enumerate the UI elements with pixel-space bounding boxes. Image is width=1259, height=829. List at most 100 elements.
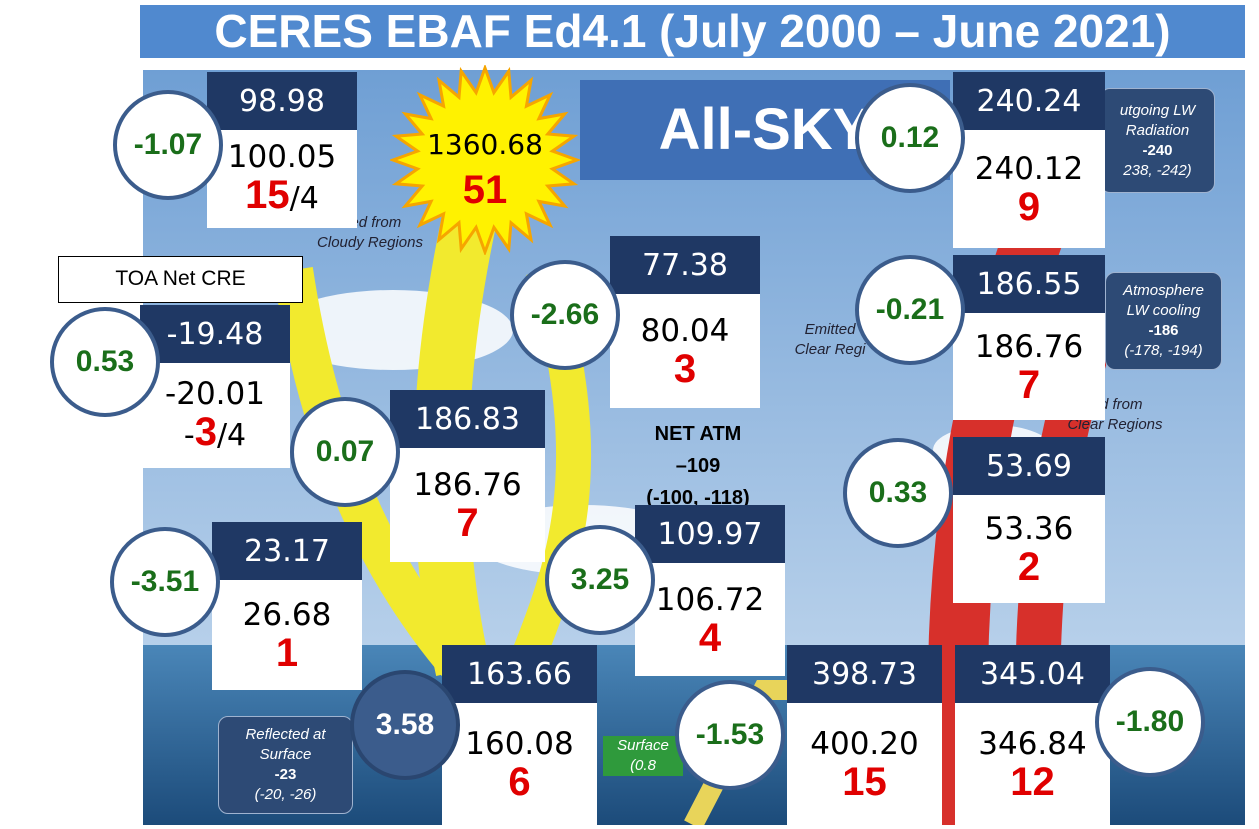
box-header: -19.48	[140, 305, 290, 363]
box-body: 53.36 2	[953, 495, 1105, 603]
uncertainty-value: 9	[1017, 185, 1041, 229]
label-line: (-178, -194)	[1124, 342, 1203, 359]
uncertainty-value: 3	[194, 409, 217, 454]
difference-circle: -1.53	[675, 680, 785, 790]
box-uncertainty: 2	[1018, 547, 1040, 587]
label-line: Clear Regi	[794, 341, 866, 358]
box-value: 400.20	[810, 726, 919, 762]
box-body: 400.20 15	[787, 703, 942, 825]
uncertainty-prefix: -	[183, 417, 195, 453]
label-line: LW cooling	[1126, 302, 1201, 319]
uncertainty-value: 15	[245, 173, 290, 217]
label-line: Emitted	[804, 321, 856, 338]
label-line: -186	[1148, 322, 1179, 339]
uncertainty-value: 3	[673, 347, 697, 391]
box-value: 160.08	[465, 726, 574, 762]
uncertainty-value: 12	[1010, 760, 1055, 804]
background-label: NET ATM –109 (-100, -118)	[628, 418, 768, 514]
background-label: Atmosphere LW cooling -186 (-178, -194)	[1105, 272, 1222, 370]
uncertainty-value: 1	[275, 631, 299, 675]
background-label: Surface (0.8	[603, 736, 683, 776]
box-header: 398.73	[787, 645, 942, 703]
label-line: Surface	[259, 746, 312, 763]
box-header: 345.04	[955, 645, 1110, 703]
box-value: 240.12	[974, 151, 1084, 187]
uncertainty-value: 2	[1017, 545, 1041, 589]
box-uncertainty: 6	[508, 762, 530, 802]
box-value: 186.76	[974, 328, 1084, 365]
box-body: 186.76 7	[390, 448, 545, 562]
box-body: 106.72 4	[635, 563, 785, 676]
uncertainty-suffix: /4	[289, 181, 319, 216]
box-value: 100.05	[227, 139, 337, 175]
box-body: 100.05 15/4	[207, 130, 357, 228]
sun	[390, 65, 580, 255]
sun-uncertainty: 51	[462, 168, 508, 212]
background-label: Reflected at Surface -23 (-20, -26)	[218, 716, 353, 814]
difference-circle: -1.07	[113, 90, 223, 200]
uncertainty-value: 4	[698, 615, 722, 660]
difference-circle: 3.58	[350, 670, 460, 780]
difference-circle: 0.07	[290, 397, 400, 507]
box-value: 53.36	[984, 511, 1074, 547]
uncertainty-value: 7	[1017, 362, 1041, 407]
box-uncertainty: 9	[1018, 187, 1040, 227]
difference-circle: -0.21	[855, 255, 965, 365]
uncertainty-value: 15	[842, 760, 887, 804]
label-line: (0.8	[630, 757, 656, 774]
sun-value: 1360.68	[427, 128, 543, 161]
cre-label: TOA Net CRE	[58, 256, 303, 303]
title: CERES EBAF Ed4.1 (July 2000 – June 2021)	[214, 5, 1171, 57]
box-header: 163.66	[442, 645, 597, 703]
box-header: 186.83	[390, 390, 545, 448]
label-line: –109	[675, 455, 721, 477]
box-body: 240.12 9	[953, 130, 1105, 248]
panel-label: All-SKY	[658, 97, 872, 162]
label-line: Surface	[617, 737, 669, 754]
label-line: Radiation	[1125, 121, 1190, 139]
box-uncertainty: -3/4	[184, 412, 246, 456]
box-body: -20.01-3/4	[140, 363, 290, 468]
box-body: 80.04 3	[610, 294, 760, 408]
box-header: 240.24	[953, 72, 1105, 130]
box-uncertainty: 7	[1018, 365, 1040, 405]
label-line: Reflected at	[245, 726, 326, 743]
uncertainty-value: 6	[508, 760, 531, 804]
label-line: -23	[274, 766, 297, 783]
box-header: 98.98	[207, 72, 357, 130]
box-value: 346.84	[978, 726, 1087, 762]
background-label: utgoing LW Radiation -240 238, -242)	[1100, 88, 1215, 193]
label-line: Clear Regions	[1067, 416, 1163, 433]
label-line: (-20, -26)	[254, 786, 317, 803]
box-header: 53.69	[953, 437, 1105, 495]
box-header: 77.38	[610, 236, 760, 294]
box-uncertainty: 15/4	[245, 175, 319, 219]
title-bar	[140, 5, 1245, 58]
box-body: 160.08 6	[442, 703, 597, 825]
difference-circle: -2.66	[510, 260, 620, 370]
box-header: 23.17	[212, 522, 362, 580]
difference-circle: 3.25	[545, 525, 655, 635]
difference-circle: 0.12	[855, 83, 965, 193]
label-line: Atmosphere	[1123, 282, 1204, 299]
uncertainty-value: 7	[456, 501, 479, 545]
box-uncertainty: 15	[842, 762, 887, 802]
box-header: 186.55	[953, 255, 1105, 313]
difference-circle: -1.80	[1095, 667, 1205, 777]
box-value: 26.68	[242, 597, 332, 633]
box-uncertainty: 12	[1010, 762, 1055, 802]
label-line: NET ATM	[654, 423, 742, 445]
box-value: -20.01	[165, 375, 265, 412]
difference-circle: -3.51	[110, 527, 220, 637]
background-label: Emitted Clear Regi	[790, 320, 870, 360]
label-line: -240	[1142, 141, 1173, 159]
label-line: 238, -242)	[1123, 161, 1192, 179]
box-uncertainty: 3	[674, 349, 696, 389]
label-line: (-100, -118)	[646, 487, 750, 509]
uncertainty-suffix: /4	[216, 417, 247, 453]
box-value: 106.72	[655, 581, 765, 618]
box-header: 109.97	[635, 505, 785, 563]
box-value: 80.04	[640, 313, 730, 349]
box-value: 186.76	[413, 467, 522, 503]
